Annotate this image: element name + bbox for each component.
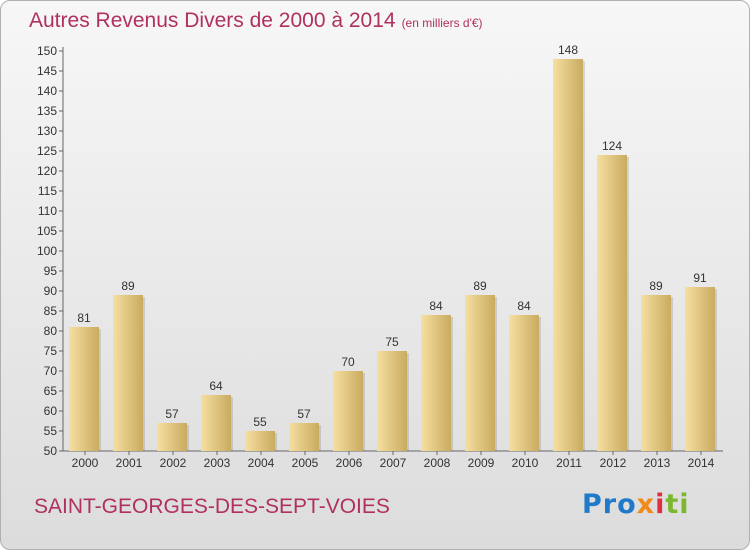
bar-value-label: 55 — [253, 415, 267, 429]
chart-title-text: Autres Revenus Divers de 2000 à 2014 — [29, 9, 396, 32]
bar-value-label: 91 — [693, 271, 707, 285]
y-tick-label: 145 — [37, 64, 57, 78]
x-tick-label: 2007 — [380, 456, 407, 470]
bar-value-label: 75 — [385, 335, 399, 349]
logo-part-2: x — [636, 489, 656, 520]
y-tick-label: 90 — [44, 284, 58, 298]
bar — [421, 315, 451, 451]
y-tick-label: 50 — [44, 444, 58, 458]
bar — [289, 423, 319, 451]
bar — [685, 287, 715, 451]
bar — [333, 371, 363, 451]
x-tick-label: 2002 — [160, 456, 187, 470]
y-tick-label: 120 — [37, 164, 57, 178]
y-tick-label: 130 — [37, 124, 57, 138]
bar-value-label: 64 — [209, 379, 223, 393]
bar — [113, 295, 143, 451]
bar — [245, 431, 275, 451]
y-tick-label: 150 — [37, 44, 57, 58]
bar — [201, 395, 231, 451]
logo-part-3: i — [655, 489, 666, 520]
logo-part-1: Pro — [582, 489, 637, 520]
y-tick-label: 115 — [38, 184, 57, 198]
x-tick-label: 2004 — [248, 456, 275, 470]
y-tick-label: 80 — [44, 324, 58, 338]
x-tick-label: 2012 — [600, 456, 627, 470]
bar-value-label: 84 — [517, 299, 531, 313]
x-tick-label: 2008 — [424, 456, 451, 470]
x-tick-label: 2009 — [468, 456, 495, 470]
x-tick-label: 2011 — [556, 456, 582, 470]
commune-name: SAINT-GEORGES-DES-SEPT-VOIES — [34, 495, 390, 518]
bar-value-label: 89 — [121, 279, 135, 293]
bar — [553, 59, 583, 451]
x-tick-label: 2005 — [292, 456, 319, 470]
y-tick-label: 135 — [37, 104, 57, 118]
x-tick-label: 2006 — [336, 456, 363, 470]
x-tick-label: 2000 — [72, 456, 99, 470]
y-tick-label: 60 — [44, 404, 58, 418]
y-tick-label: 95 — [44, 264, 58, 278]
y-tick-label: 140 — [37, 84, 57, 98]
bar-value-label: 84 — [429, 299, 443, 313]
y-tick-label: 70 — [44, 364, 58, 378]
bar-value-label: 57 — [297, 407, 311, 421]
bar — [641, 295, 671, 451]
bar-value-label: 70 — [341, 355, 355, 369]
chart-title: Autres Revenus Divers de 2000 à 2014 (en … — [29, 9, 483, 33]
x-tick-label: 2014 — [688, 456, 715, 470]
bar-value-label: 81 — [77, 311, 91, 325]
y-tick-label: 85 — [44, 304, 58, 318]
bar-value-label: 89 — [473, 279, 487, 293]
y-tick-label: 125 — [37, 144, 57, 158]
logo-part-4: ti — [665, 489, 690, 520]
y-tick-label: 65 — [44, 384, 58, 398]
bar — [69, 327, 99, 451]
y-tick-label: 55 — [44, 424, 58, 438]
x-tick-label: 2001 — [116, 456, 143, 470]
bar — [465, 295, 495, 451]
x-tick-label: 2010 — [512, 456, 539, 470]
x-tick-label: 2013 — [644, 456, 671, 470]
y-tick-label: 75 — [44, 344, 58, 358]
bar — [509, 315, 539, 451]
x-tick-label: 2003 — [204, 456, 231, 470]
bar-value-label: 148 — [558, 43, 578, 57]
bar-value-label: 57 — [165, 407, 179, 421]
bar — [157, 423, 187, 451]
bar-value-label: 124 — [602, 139, 622, 153]
proxiti-logo: Proxiti — [582, 489, 690, 520]
y-tick-label: 105 — [37, 224, 57, 238]
bar-value-label: 89 — [649, 279, 663, 293]
chart-unit: (en milliers d'€) — [401, 16, 483, 30]
y-tick-label: 100 — [37, 244, 57, 258]
bar — [377, 351, 407, 451]
y-tick-label: 110 — [38, 204, 57, 218]
bar — [597, 155, 627, 451]
